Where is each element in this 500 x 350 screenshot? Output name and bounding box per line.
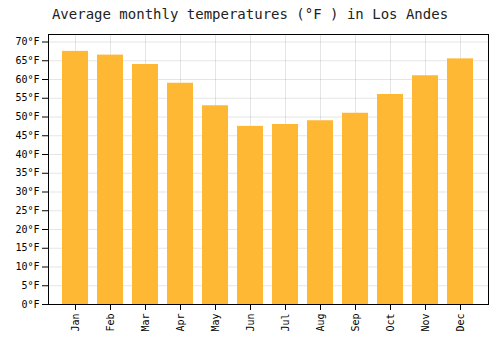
svg-text:Sep: Sep (350, 314, 361, 332)
svg-text:65°F: 65°F (15, 55, 39, 66)
svg-text:60°F: 60°F (15, 74, 39, 85)
svg-text:Nov: Nov (420, 314, 431, 332)
svg-text:Mar: Mar (140, 314, 151, 332)
svg-text:Jan: Jan (70, 314, 81, 332)
svg-text:35°F: 35°F (15, 167, 39, 178)
svg-text:30°F: 30°F (15, 186, 39, 197)
svg-text:50°F: 50°F (15, 111, 39, 122)
svg-text:20°F: 20°F (15, 224, 39, 235)
svg-text:45°F: 45°F (15, 130, 39, 141)
svg-text:Feb: Feb (105, 314, 116, 332)
svg-text:May: May (210, 314, 221, 332)
svg-text:Jun: Jun (245, 314, 256, 332)
svg-text:40°F: 40°F (15, 149, 39, 160)
svg-text:5°F: 5°F (21, 280, 39, 291)
html-text:Average monthly temperatures (: Average monthly temperatures (°F ) in Lo… (51, 6, 449, 22)
svg-text:0°F: 0°F (21, 299, 39, 310)
svg-text:70°F: 70°F (15, 36, 39, 47)
svg-text:Oct: Oct (385, 314, 396, 332)
svg-text:Apr: Apr (175, 314, 186, 332)
svg-text:Dec: Dec (455, 314, 466, 332)
svg-text:15°F: 15°F (15, 242, 39, 253)
svg-text:55°F: 55°F (15, 92, 39, 103)
svg-text:10°F: 10°F (15, 261, 39, 272)
svg-text:Aug: Aug (315, 314, 326, 332)
svg-text:25°F: 25°F (15, 205, 39, 216)
svg-text:Jul: Jul (280, 314, 291, 332)
